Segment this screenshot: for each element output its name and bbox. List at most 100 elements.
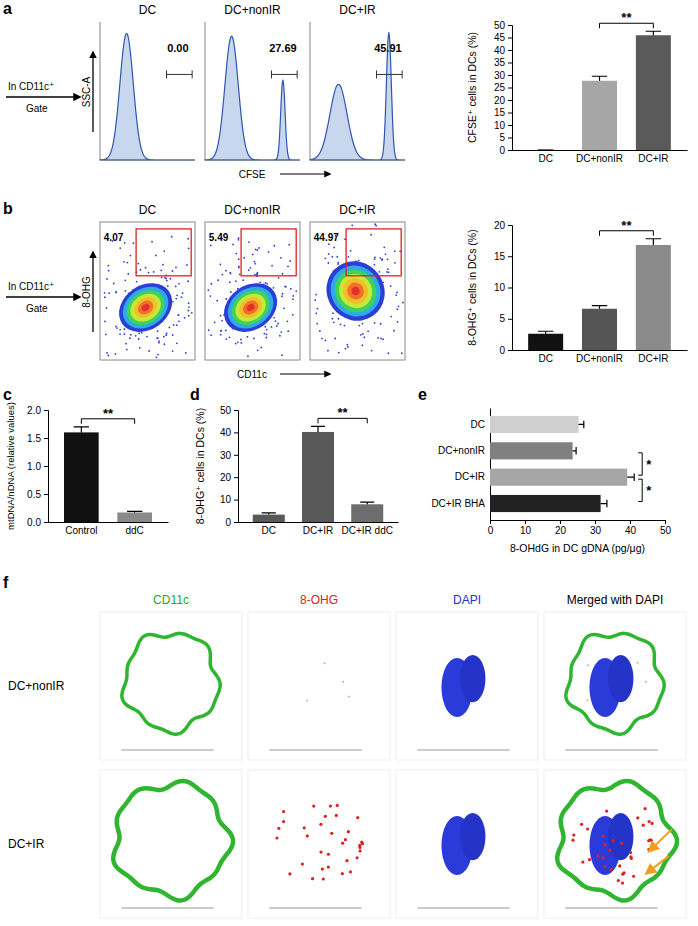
tick-label: 20 [494,220,506,231]
8ohg-stain [586,699,588,701]
density-level [225,283,276,332]
plot-area [538,31,671,150]
density-dot [115,326,117,328]
density-dot [360,334,362,336]
density-dot [273,317,275,319]
dapi-stain [608,655,634,702]
density-dot [187,310,189,312]
axis-title: CFSE⁺ cells in DCs (%) [466,32,478,143]
density-dot [175,286,177,288]
density-dot [275,320,277,322]
density-dot [332,312,334,314]
density-dot [401,352,403,354]
density-dot [178,314,180,316]
density-dot [402,302,404,304]
panel-letter: d [190,386,200,403]
tick-mark [595,520,596,524]
density-dot [336,256,338,258]
density-dot [176,324,178,326]
density-dot [135,335,137,337]
tick-label: DC [262,525,276,536]
density-level [135,298,156,318]
tick-label: DC [538,353,552,364]
density-dot [238,237,240,239]
bar [351,504,383,522]
8ohg-stain [629,855,632,858]
tick: 10 [520,520,532,536]
error-bar [360,502,374,504]
tick: 40 [494,45,512,56]
arrow [280,373,330,374]
density-level [215,273,287,342]
tick-label: 40 [625,525,637,536]
tick: 20 [220,472,238,483]
8ohg-stain [360,841,363,844]
bar [490,495,601,512]
8ohg-stain [348,696,350,698]
density-dot [380,323,382,325]
microscopy-panel: CD11c8-OHGDAPIMerged with DAPIDC+nonIRDC… [8,593,686,918]
density-dot [362,323,364,325]
8ohg-stain [620,842,623,845]
density-dot [350,250,352,252]
density-dot [187,280,189,282]
tick-label: 10 [520,525,532,536]
density-dot [265,282,267,284]
density-dot [242,279,244,281]
density-dot [370,234,372,236]
tick-mark [508,319,512,320]
8ohg-stain [356,816,359,819]
tick-label: 0 [488,525,494,536]
density-dot [277,323,279,325]
tick: 0 [488,520,494,536]
density-dot [331,256,333,258]
density-dot [382,338,384,340]
tick: 10 [220,494,238,505]
8ohg-stain [306,834,309,837]
scale-bar [121,907,213,909]
tick-mark [44,522,48,523]
density-dot [328,243,330,245]
8ohg-stain [581,860,584,863]
bar [528,334,563,350]
density-dot [390,285,392,287]
density-dot [185,352,187,354]
density-dot [182,292,184,294]
density-dot [394,250,396,252]
8ohg-stain [345,859,348,862]
tick: 0.5 [27,489,48,500]
8ohg-stain [608,849,611,852]
density-dot [228,336,230,338]
tick-label: 20 [555,525,567,536]
micrograph [396,612,538,760]
density-dot [239,274,241,276]
tick: 25 [494,82,512,93]
micrograph [396,770,538,918]
density-dot [390,316,392,318]
density-dot [208,329,210,331]
density-dot [243,257,245,259]
dapi-stain [460,655,486,702]
density-dot [338,318,340,320]
tick-label: 45 [494,32,506,43]
tick-mark [508,125,512,126]
density-level [220,278,282,337]
density-dot [266,329,268,331]
bar [253,515,285,522]
density-dot [181,296,183,298]
8ohg-stain [618,864,621,867]
scale-bar [269,907,361,909]
density-dot [314,299,316,301]
density-level [344,279,367,303]
density-dot [106,352,108,354]
bar-chart: 05101520DCDC+nonIRDC+IR**8-OHG⁺ cells in… [466,218,688,364]
significance-bracket [638,453,642,475]
8ohg-stain [311,877,314,880]
tick-label: 2.0 [27,405,41,416]
histogram-plot: 27.69DC+nonIR [205,3,300,160]
density-dot [167,285,169,287]
density-dot [138,333,140,335]
density-dot [137,263,139,265]
image-frame [100,612,242,760]
density-dot [397,321,399,323]
